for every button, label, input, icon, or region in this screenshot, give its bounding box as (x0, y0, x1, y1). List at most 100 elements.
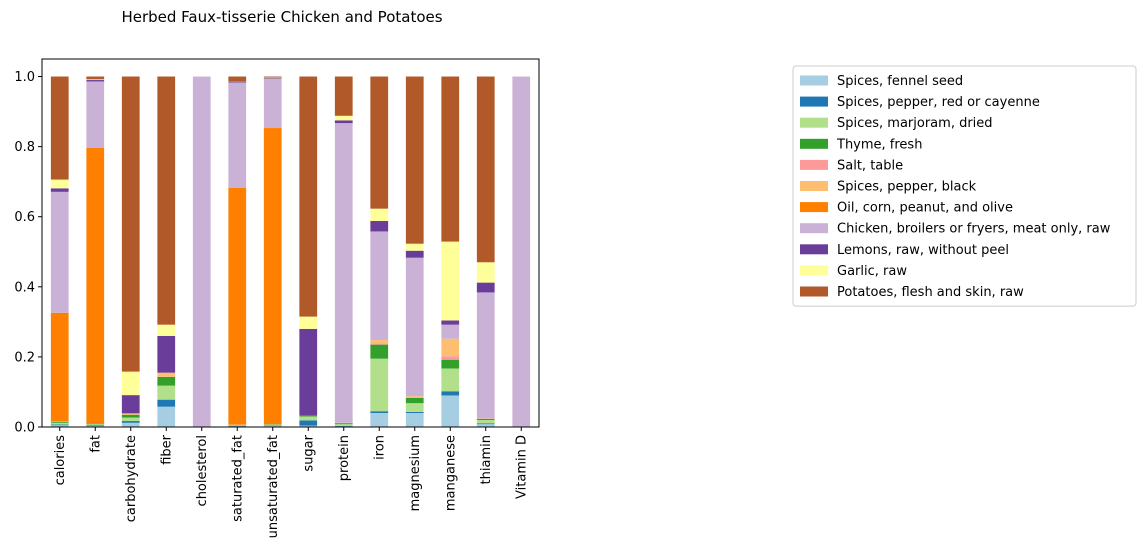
bar-segment-saturated-fat-10 (228, 76, 247, 82)
legend-swatch (800, 244, 828, 255)
bar-segment-magnesium-3 (405, 397, 424, 404)
bar-segment-iron-1 (370, 411, 389, 413)
legend-entry: Salt, table (837, 158, 903, 173)
bar-segment-fiber-3 (157, 376, 176, 386)
bar-segment-thiamin-1 (476, 423, 495, 425)
bar-segment-manganese-9 (441, 241, 460, 321)
x-tick-label: calories (53, 435, 68, 486)
x-tick-label: manganese (443, 435, 458, 511)
bar-segment-manganese-2 (441, 368, 460, 392)
bar-segment-vitamin-d-7 (512, 76, 531, 428)
bar-segment-sugar-3 (299, 416, 318, 417)
bar-segment-thiamin-10 (476, 76, 495, 263)
legend-entry: Spices, marjoram, dried (837, 116, 993, 131)
bar-segment-iron-5 (370, 340, 389, 344)
bar-segment-fat-7 (86, 81, 105, 149)
bar-segment-manganese-1 (441, 391, 460, 396)
legend-swatch (800, 181, 828, 191)
bar-segment-iron-8 (370, 220, 389, 232)
bar-segment-calories-9 (50, 179, 69, 189)
y-tick-label: 0.8 (14, 140, 35, 155)
x-tick-label: sugar (301, 434, 316, 471)
bar-segment-fiber-8 (157, 335, 176, 373)
bar-segment-protein-3 (334, 423, 353, 425)
bar-segment-magnesium-5 (405, 396, 424, 398)
bar-segment-fiber-5 (157, 372, 176, 377)
x-tick-label: thiamin (479, 435, 494, 484)
legend-swatch (800, 202, 828, 213)
bar-segment-manganese-8 (441, 320, 460, 325)
legend-swatch (800, 138, 828, 149)
y-tick-label: 0.6 (14, 210, 35, 225)
legend-swatch (800, 265, 828, 276)
bar-segment-carbohydrate-0 (121, 422, 140, 427)
bar-segment-carbohydrate-1 (121, 421, 140, 423)
bar-segment-unsaturated-fat-10 (263, 76, 282, 78)
bar-segment-manganese-3 (441, 359, 460, 369)
bar-segment-fat-6 (86, 148, 105, 424)
bar-segment-iron-0 (370, 412, 389, 427)
bar-segment-sugar-0 (299, 425, 318, 427)
bar-segment-sugar-8 (299, 328, 318, 416)
x-tick-label: protein (337, 435, 352, 481)
bar-segment-magnesium-4 (405, 397, 424, 398)
bar-segment-sugar-9 (299, 316, 318, 329)
bar-segment-carbohydrate-9 (121, 371, 140, 396)
legend-swatch (800, 75, 828, 86)
bar-segment-carbohydrate-2 (121, 417, 140, 422)
legend-entry: Garlic, raw (837, 264, 907, 279)
legend-swatch (800, 286, 828, 297)
axes-frame (41, 58, 540, 428)
bar-segment-carbohydrate-8 (121, 395, 140, 414)
legend-box (792, 65, 1137, 307)
bar-segment-calories-1 (50, 424, 69, 426)
bar-segment-iron-9 (370, 208, 389, 221)
legend: Spices, fennel seed Spices, pepper, red o… (792, 65, 1137, 307)
bar-segment-unsaturated-fat-9 (263, 77, 282, 79)
bar-segment-fiber-10 (157, 76, 176, 325)
legend-entry: Chicken, broilers or fryers, meat only, … (837, 222, 1111, 237)
bar-segment-carbohydrate-5 (121, 413, 140, 415)
bar-segment-saturated-fat-6 (228, 187, 247, 425)
bar-segment-magnesium-7 (405, 257, 424, 397)
bar-segment-manganese-10 (441, 76, 460, 242)
x-tick-label: iron (372, 435, 387, 460)
legend-swatch (800, 117, 828, 128)
bar-segment-calories-7 (50, 191, 69, 313)
bar-segment-iron-2 (370, 358, 389, 412)
x-tick-label: unsaturated_fat (266, 435, 281, 538)
bar-segment-saturated-fat-7 (228, 82, 247, 188)
bar-segment-manganese-5 (441, 338, 460, 357)
x-tick-label: cholesterol (195, 435, 210, 506)
legend-swatch (800, 159, 828, 170)
bar-segment-unsaturated-fat-2 (263, 424, 282, 426)
bar-segment-sugar-2 (299, 416, 318, 421)
bar-segment-fiber-2 (157, 385, 176, 400)
bar-segment-calories-2 (50, 422, 69, 425)
bar-segment-magnesium-2 (405, 403, 424, 412)
bar-segment-thiamin-2 (476, 419, 495, 424)
bar-segment-manganese-7 (441, 324, 460, 339)
plot-area: calories fat carbohydrate fiber cholesterol s… (14, 58, 540, 538)
bar-segment-carbohydrate-3 (121, 414, 140, 418)
legend-entry: Potatoes, flesh and skin, raw (837, 285, 1024, 300)
bar-segment-fiber-0 (157, 406, 176, 427)
bar-segment-thiamin-8 (476, 282, 495, 293)
bar-segment-calories-0 (50, 425, 69, 427)
bar-segment-saturated-fat-8 (228, 82, 247, 83)
y-tick-label: 1.0 (14, 70, 35, 85)
legend-entry: Spices, pepper, red or cayenne (837, 95, 1040, 110)
bar-segment-magnesium-9 (405, 243, 424, 251)
legend-entry: Spices, fennel seed (837, 74, 963, 89)
bar-segment-thiamin-7 (476, 292, 495, 419)
bar-segment-fat-10 (86, 76, 105, 80)
legend-entry: Thyme, fresh (836, 137, 922, 152)
bar-segment-calories-3 (50, 421, 69, 423)
legend-entry: Oil, corn, peanut, and olive (837, 201, 1013, 216)
chart-title: Herbed Faux-tisserie Chicken and Potatoe… (121, 8, 442, 26)
bar-segment-protein-2 (334, 424, 353, 426)
bar-segment-unsaturated-fat-7 (263, 78, 282, 129)
x-tick-label: Vitamin D (514, 435, 529, 499)
x-tick-label: magnesium (408, 435, 423, 511)
x-tick-label: fiber (159, 434, 174, 464)
